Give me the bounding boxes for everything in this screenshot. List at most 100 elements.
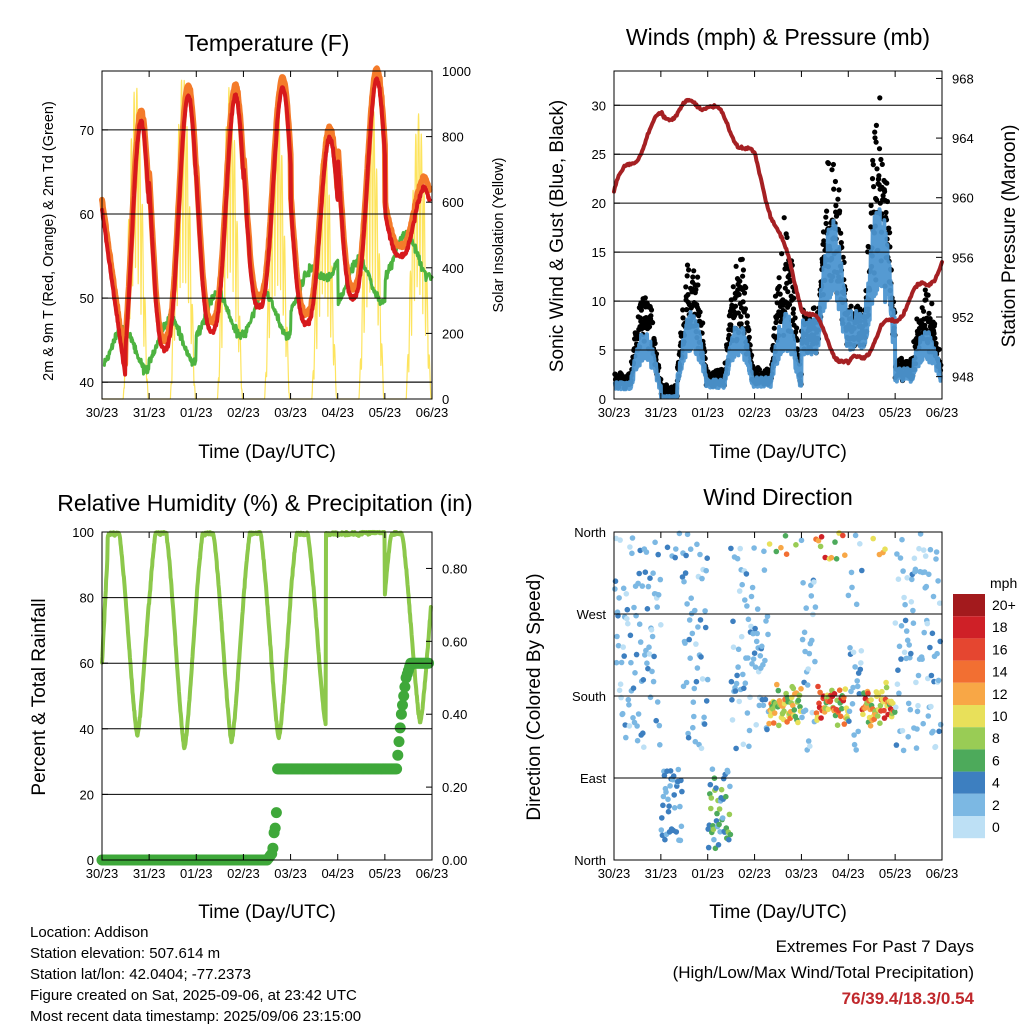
direction-point [760, 702, 767, 709]
station-latlon: Station lat/lon: 42.0404; -77.2373 [30, 966, 252, 983]
direction-point [735, 664, 741, 670]
gust-point [829, 167, 835, 173]
direction-point [902, 601, 908, 608]
gust-point [732, 303, 739, 309]
humidity-ytick-label: 20 [80, 787, 94, 802]
temperature-ytick-label: 60 [80, 207, 94, 222]
gust-point [790, 306, 797, 312]
direction-point [671, 792, 677, 798]
direction-point [704, 676, 711, 683]
direction-point [663, 789, 669, 795]
direction-point [740, 671, 746, 678]
direction-point [840, 532, 846, 539]
winds-title: Winds (mph) & Pressure (mb) [626, 24, 930, 50]
direction-point [778, 544, 784, 551]
temperature-xtick-label: 02/23 [227, 405, 260, 420]
direction-point [650, 570, 656, 576]
humidity-xtick-label: 30/23 [86, 866, 119, 881]
direction-point [694, 541, 700, 548]
direction-point [900, 747, 907, 754]
direction-point [716, 806, 723, 812]
direction-point [924, 620, 931, 627]
direction-point [624, 606, 631, 613]
direction-point [761, 548, 767, 555]
temperature-ytick-label: 40 [80, 375, 94, 390]
gust-point [876, 173, 882, 179]
direction-point [753, 638, 760, 645]
gust-point [869, 176, 876, 182]
humidity-y2tick-label: 0.20 [442, 780, 467, 795]
winds-ytick-label: 15 [592, 245, 606, 260]
direction-point [635, 580, 641, 587]
direction-point [763, 618, 769, 624]
direction-point [646, 644, 652, 650]
direction-point [771, 710, 778, 716]
humidity-xtick-label: 01/23 [180, 866, 213, 881]
direction-point [716, 821, 722, 828]
direction-point [759, 643, 765, 650]
direction-point [650, 678, 657, 685]
direction-point [781, 708, 787, 714]
direction-point [875, 713, 881, 719]
gust-point [876, 146, 883, 152]
winds-y2tick-label: 968 [952, 71, 974, 86]
direction-point [799, 714, 805, 721]
direction-point [679, 788, 685, 795]
precip-point [394, 722, 406, 734]
direction-legend-title: mph [990, 575, 1017, 591]
direction-point [923, 583, 930, 590]
gust-point [821, 238, 827, 244]
direction-point [816, 700, 822, 707]
direction-point [783, 551, 790, 557]
direction-point [858, 660, 864, 666]
direction-point [766, 720, 772, 727]
direction-point [911, 555, 918, 562]
direction-point [896, 690, 902, 697]
gust-point [744, 313, 751, 319]
direction-ytick-label: East [580, 771, 606, 786]
direction-point [774, 681, 780, 688]
direction-point [658, 827, 665, 833]
gust-point [933, 340, 939, 346]
direction-point [879, 688, 885, 695]
direction-point [775, 687, 782, 694]
direction-point [629, 550, 635, 557]
gust-point [746, 334, 752, 340]
direction-point [895, 576, 902, 582]
direction-point [640, 677, 647, 683]
gust-point [781, 215, 787, 221]
station-info: Location: Addison Station elevation: 507… [30, 922, 361, 1027]
direction-point [818, 715, 824, 721]
winds-xtick-label: 31/23 [645, 405, 678, 420]
direction-point [936, 600, 943, 606]
relative-humidity-line [100, 530, 433, 751]
gust-point [680, 307, 686, 313]
direction-point [693, 678, 700, 685]
direction-point [762, 696, 769, 703]
direction-point [914, 726, 920, 732]
direction-point [614, 633, 620, 640]
direction-point [730, 618, 736, 625]
direction-point [627, 632, 634, 639]
direction-point [857, 541, 863, 547]
direction-point [927, 644, 933, 651]
gust-point [836, 187, 842, 193]
gust-point [932, 321, 938, 327]
direction-point [714, 810, 720, 817]
direction-point [662, 836, 668, 843]
direction-point [745, 655, 751, 661]
temperature-frame [101, 70, 433, 400]
gust-point [684, 273, 690, 279]
gust-point [684, 262, 691, 268]
precip-point [391, 763, 403, 775]
direction-point [904, 637, 911, 644]
direction-point [894, 681, 901, 687]
direction-point [672, 554, 678, 561]
direction-point [813, 710, 820, 716]
direction-point [708, 795, 715, 801]
direction-ytick-label: West [577, 607, 607, 622]
direction-point [798, 686, 804, 692]
gust-point [872, 135, 878, 141]
humidity-xtick-label: 05/23 [369, 866, 402, 881]
direction-point [757, 653, 764, 659]
